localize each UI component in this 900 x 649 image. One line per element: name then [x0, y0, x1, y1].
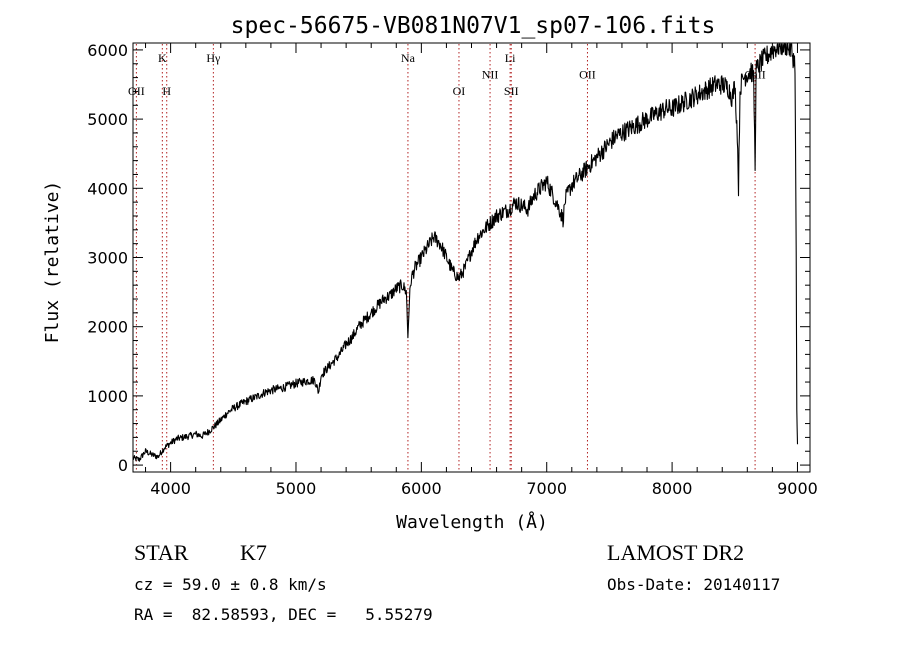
y-tick-label-5000: 5000 — [87, 110, 128, 129]
x-tick-label-6000: 6000 — [401, 479, 442, 498]
x-tick-label-9000: 9000 — [777, 479, 818, 498]
x-tick-label-5000: 5000 — [276, 479, 317, 498]
y-tick-label-4000: 4000 — [87, 179, 128, 198]
x-axis: 4000 5000 6000 7000 8000 9000 — [145, 43, 818, 498]
line-label-7: Li — [505, 51, 516, 65]
survey-name: LAMOST DR2 — [607, 540, 745, 565]
x-tick-label-4000: 4000 — [150, 479, 191, 498]
y-tick-label-2000: 2000 — [87, 318, 128, 337]
spectrum-line — [132, 43, 799, 462]
object-class: STAR — [134, 540, 189, 565]
redshift-velocity: cz = 59.0 ± 0.8 km/s — [134, 575, 327, 594]
line-label-6: NII — [482, 68, 499, 82]
y-tick-label-6000: 6000 — [87, 41, 128, 60]
line-label-5: OI — [453, 84, 466, 98]
chart-title: spec-56675-VB081N07V1_sp07-106.fits — [231, 13, 716, 39]
line-label-9: OII — [579, 68, 596, 82]
coordinates: RA = 82.58593, DEC = 5.55279 — [134, 605, 433, 624]
spectral-subclass: K7 — [240, 540, 267, 565]
line-label-8: SII — [504, 84, 519, 98]
x-axis-label: Wavelength (Å) — [396, 511, 548, 533]
line-label-1: K — [158, 51, 167, 65]
x-tick-label-7000: 7000 — [526, 479, 567, 498]
line-label-4: Na — [401, 51, 416, 65]
y-axis-label: Flux (relative) — [42, 181, 63, 344]
y-tick-label-3000: 3000 — [87, 249, 128, 268]
observation-date: Obs-Date: 20140117 — [607, 575, 781, 594]
line-label-3: Hγ — [206, 51, 221, 65]
y-tick-label-1000: 1000 — [87, 387, 128, 406]
x-tick-label-8000: 8000 — [652, 479, 693, 498]
line-label-2: H — [162, 84, 171, 98]
y-axis: 0 1000 2000 3000 4000 5000 6000 — [87, 41, 810, 475]
y-tick-label-0: 0 — [118, 456, 128, 475]
